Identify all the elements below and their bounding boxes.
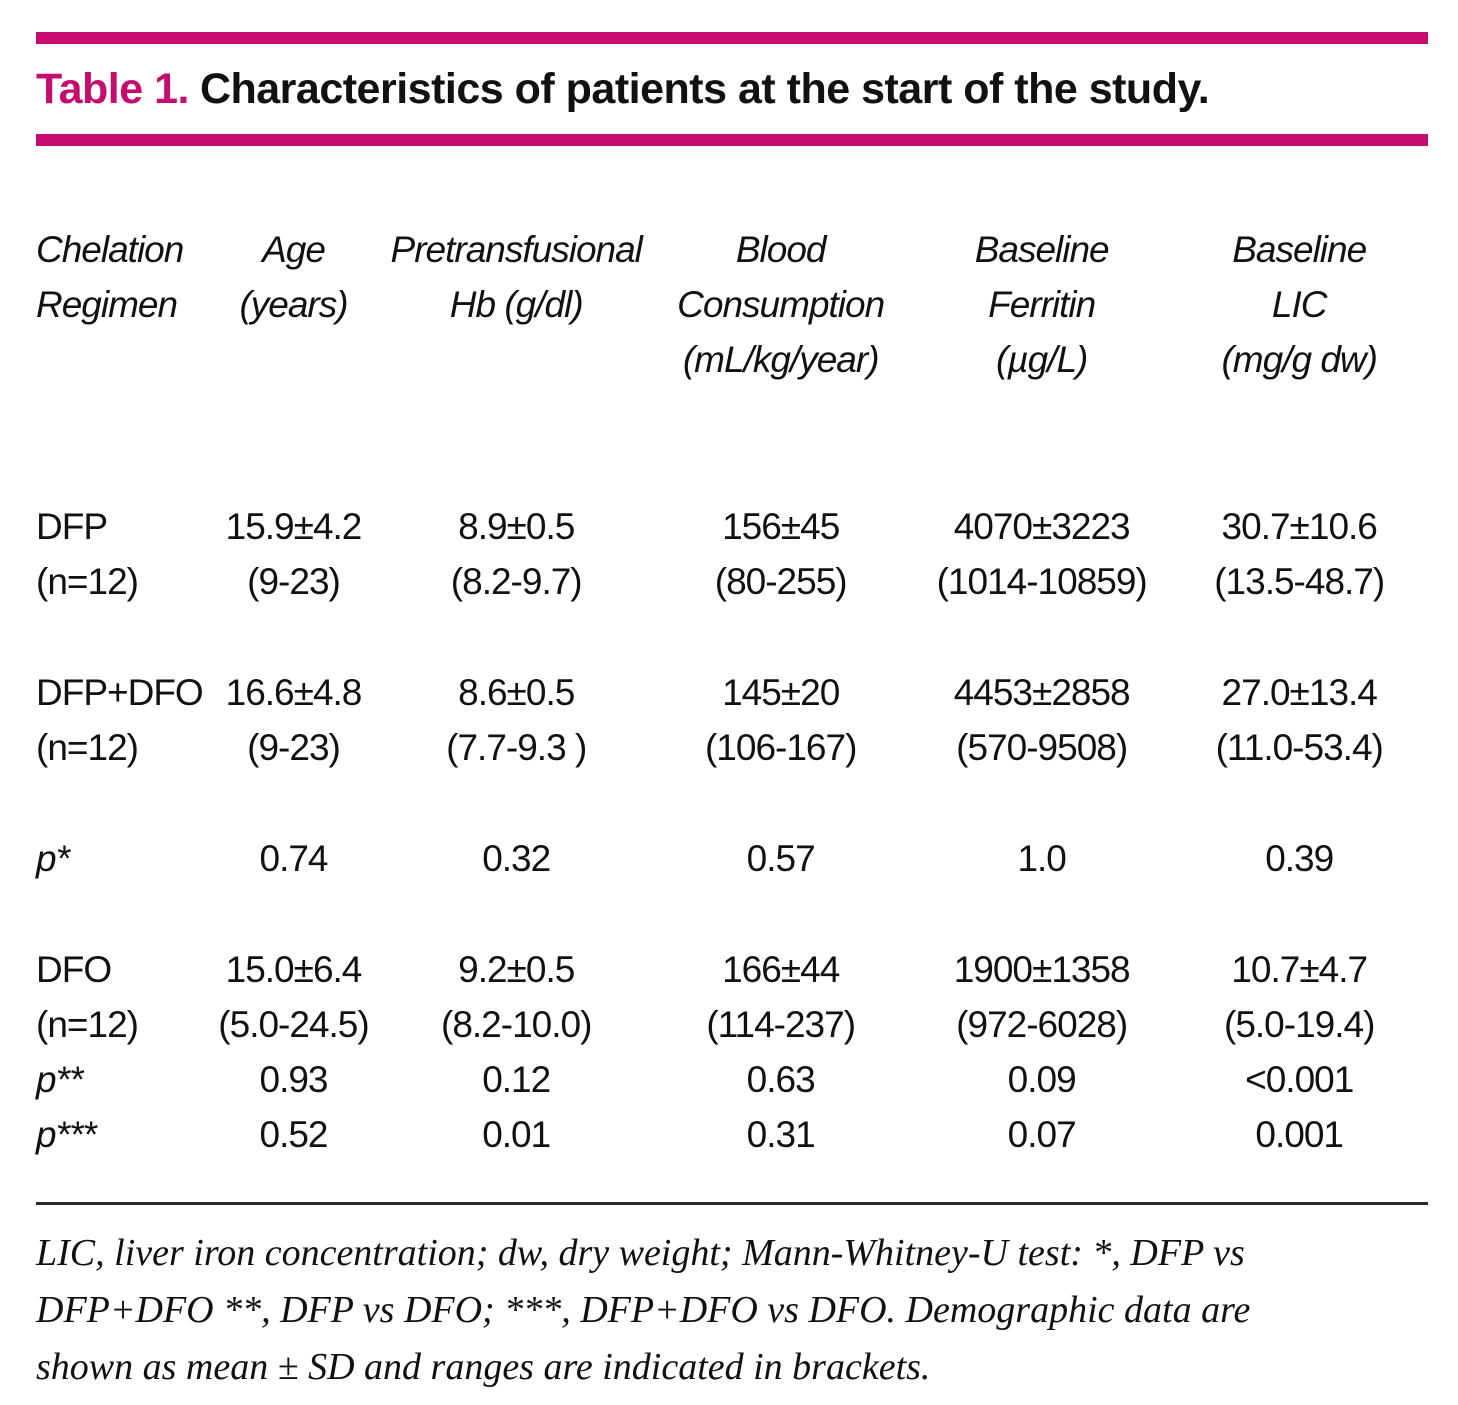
row-label-p-3star: p*** — [36, 1114, 97, 1155]
cell-p-star-age: 0.74 — [259, 838, 329, 879]
cell-p-2star-lic: <0.001 — [1245, 1059, 1354, 1100]
table-row-p-2star: p** 0.93 0.12 0.63 0.09 <0.001 — [36, 1052, 1428, 1107]
cell-p-2star-age: 0.93 — [259, 1059, 329, 1100]
cell-p-star-hb: 0.32 — [482, 838, 551, 879]
table-number: Table 1. — [36, 65, 189, 113]
table-row-dfp: DFP (n=12) 15.9±4.2 (9-23) 8.9±0.5 (8.2-… — [36, 499, 1428, 665]
column-header-age: Age (years) — [239, 229, 348, 325]
cell-dfp-dfo-hb: 8.6±0.5 (7.7-9.3 ) — [446, 672, 587, 768]
cell-dfp-hb: 8.9±0.5 (8.2-9.7) — [450, 506, 583, 602]
column-header-blood-consumption: Blood Consumption (mL/kg/year) — [677, 229, 885, 380]
top-accent-rule — [36, 32, 1428, 44]
cell-p-3star-blood-consumption: 0.31 — [746, 1114, 816, 1155]
cell-p-3star-ferritin: 0.07 — [1007, 1114, 1077, 1155]
column-header-chelation-regimen: Chelation Regimen — [36, 229, 184, 325]
patient-characteristics-table: Chelation Regimen Age (years) Pretransfu… — [36, 222, 1428, 1162]
column-header-baseline-ferritin: Baseline Ferritin (µg/L) — [974, 229, 1110, 380]
table-row-p-star: p* 0.74 0.32 0.57 1.0 0.39 — [36, 831, 1428, 942]
cell-dfo-blood-consumption: 166±44 (114-237) — [706, 949, 856, 1045]
cell-p-3star-age: 0.52 — [259, 1114, 329, 1155]
cell-dfo-age: 15.0±6.4 (5.0-24.5) — [218, 949, 369, 1045]
header-row: Chelation Regimen Age (years) Pretransfu… — [36, 222, 1428, 499]
cell-dfp-lic: 30.7±10.6 (13.5-48.7) — [1214, 506, 1385, 602]
row-label-dfo: DFO (n=12) — [36, 949, 139, 1045]
table-row-p-3star: p*** 0.52 0.01 0.31 0.07 0.001 — [36, 1107, 1428, 1162]
row-label-dfp-dfo: DFP+DFO (n=12) — [36, 672, 204, 768]
cell-dfo-hb: 9.2±0.5 (8.2-10.0) — [441, 949, 592, 1045]
table-row-dfp-dfo: DFP+DFO (n=12) 16.6±4.8 (9-23) 8.6±0.5 (… — [36, 665, 1428, 831]
row-label-p-2star: p** — [36, 1059, 83, 1100]
column-header-pretransfusional-hb: Pretransfusional Hb (g/dl) — [390, 229, 643, 325]
cell-dfo-ferritin: 1900±1358 (972-6028) — [953, 949, 1131, 1045]
cell-dfp-dfo-lic: 27.0±13.4 (11.0-53.4) — [1215, 672, 1384, 768]
cell-p-2star-blood-consumption: 0.63 — [746, 1059, 816, 1100]
cell-dfp-blood-consumption: 156±45 (80-255) — [714, 506, 848, 602]
table-row-dfo: DFO (n=12) 15.0±6.4 (5.0-24.5) 9.2±0.5 (… — [36, 942, 1428, 1052]
cell-dfo-lic: 10.7±4.7 (5.0-19.4) — [1224, 949, 1375, 1045]
cell-p-3star-hb: 0.01 — [482, 1114, 551, 1155]
cell-p-3star-lic: 0.001 — [1255, 1114, 1344, 1155]
table-body: DFP (n=12) 15.9±4.2 (9-23) 8.9±0.5 (8.2-… — [36, 499, 1428, 1162]
table-caption: Characteristics of patients at the start… — [199, 65, 1210, 113]
cell-p-star-ferritin: 1.0 — [1017, 838, 1066, 879]
cell-p-star-blood-consumption: 0.57 — [746, 838, 816, 879]
table-title: Table 1. Characteristics of patients at t… — [36, 44, 1428, 134]
cell-dfp-dfo-ferritin: 4453±2858 (570-9508) — [953, 672, 1131, 768]
footnote: LIC, liver iron concentration; dw, dry w… — [36, 1232, 1251, 1388]
column-header-baseline-lic: Baseline LIC (mg/g dw) — [1221, 229, 1377, 380]
cell-p-2star-hb: 0.12 — [482, 1059, 551, 1100]
row-label-dfp: DFP (n=12) — [36, 506, 139, 602]
row-label-p-star: p* — [36, 838, 70, 879]
footnote-rule — [36, 1202, 1428, 1205]
cell-dfp-ferritin: 4070±3223 (1014-10859) — [936, 506, 1148, 602]
title-bottom-accent-rule — [36, 134, 1428, 146]
cell-dfp-dfo-age: 16.6±4.8 (9-23) — [225, 672, 363, 768]
cell-p-star-lic: 0.39 — [1265, 838, 1334, 879]
cell-dfp-dfo-blood-consumption: 145±20 (106-167) — [704, 672, 857, 768]
cell-p-2star-ferritin: 0.09 — [1007, 1059, 1077, 1100]
cell-dfp-age: 15.9±4.2 (9-23) — [225, 506, 363, 602]
table-header: Chelation Regimen Age (years) Pretransfu… — [36, 222, 1428, 499]
